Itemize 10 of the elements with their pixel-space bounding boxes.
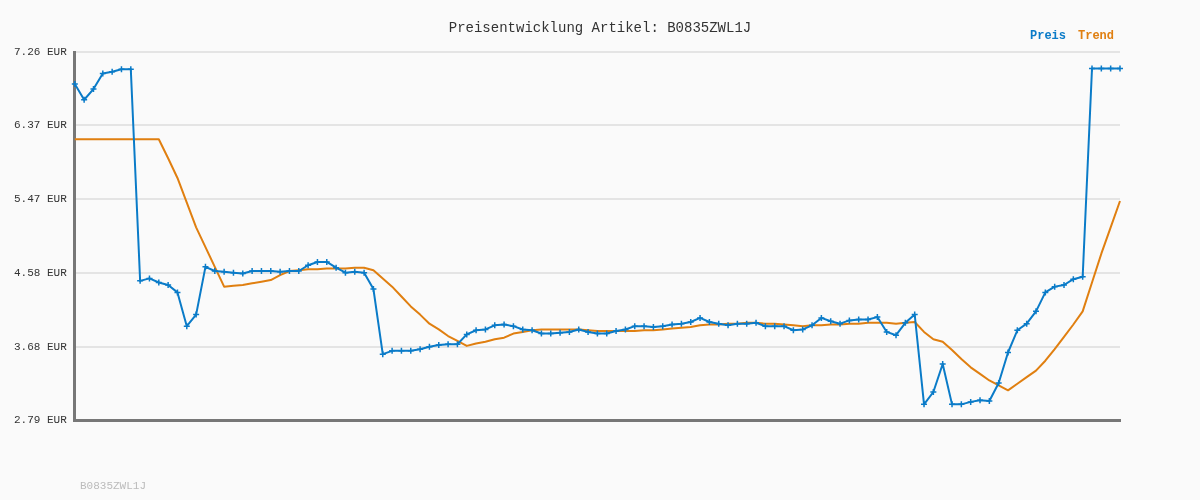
y-tick-label: 5.47 EUR <box>14 193 68 206</box>
y-tick-label: 2.79 EUR <box>14 413 68 426</box>
y-tick-label: 7.26 EUR <box>14 45 68 58</box>
text: Trend <box>1077 29 1115 44</box>
y-tick-label: 3.68 EUR <box>14 340 68 353</box>
text: B0835ZWL1J <box>80 480 147 492</box>
text: Preis <box>1029 29 1066 44</box>
y-tick-label: 4.58 EUR <box>14 266 68 279</box>
y-tick-label: 6.37 EUR <box>14 119 68 132</box>
chart-title: Preisentwicklung Artikel: B0835ZWL1J <box>448 20 752 36</box>
